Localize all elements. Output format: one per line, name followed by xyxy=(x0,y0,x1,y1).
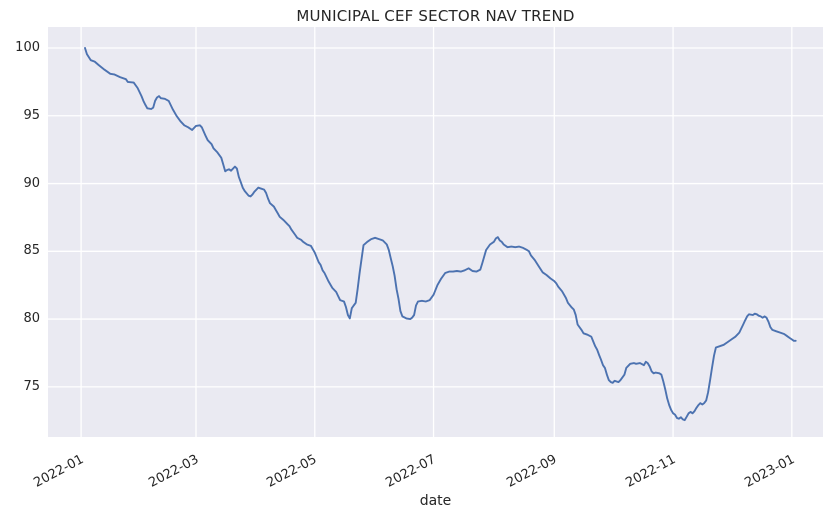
x-axis-label: date xyxy=(419,493,452,509)
y-tick-label: 100 xyxy=(15,40,40,55)
x-tick-label: 2022-11 xyxy=(623,452,679,491)
y-tick-label: 75 xyxy=(23,378,40,394)
y-tick-label: 85 xyxy=(23,243,40,259)
chart-title: MUNICIPAL CEF SECTOR NAV TREND xyxy=(296,7,575,25)
y-tick-label: 90 xyxy=(23,175,40,191)
x-tick-label: 2022-07 xyxy=(383,452,439,491)
plot-area xyxy=(48,27,823,437)
x-tick-label: 2023-01 xyxy=(741,452,797,491)
chart-canvas xyxy=(48,27,823,437)
y-tick-label: 80 xyxy=(23,311,40,327)
nav-trend-line xyxy=(84,47,797,422)
x-tick-label: 2022-05 xyxy=(264,452,320,491)
x-tick-label: 2022-01 xyxy=(31,452,87,491)
x-tick-label: 2022-03 xyxy=(146,452,202,491)
y-tick-label: 95 xyxy=(23,107,40,123)
x-tick-label: 2022-09 xyxy=(504,452,560,491)
